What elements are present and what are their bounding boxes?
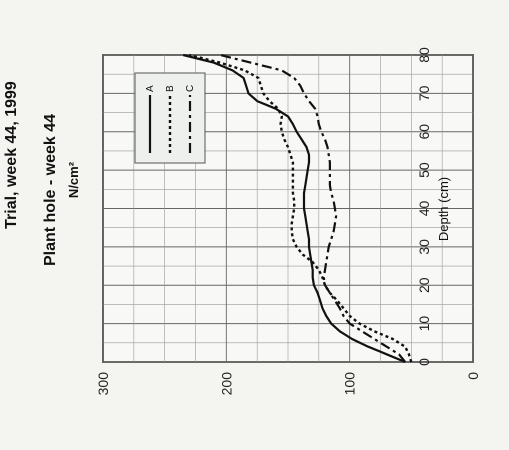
- x-tick-label: 20: [416, 277, 432, 293]
- legend-label-a: A: [145, 85, 156, 92]
- unit-label: N/cm²: [66, 161, 81, 198]
- x-tick-label: 50: [416, 162, 432, 178]
- series-layer: [182, 53, 413, 364]
- header-fragment: Trial, week 44, 1999: [3, 81, 20, 229]
- y-tick-label: 0: [465, 372, 481, 380]
- x-axis-title: Depth (cm): [436, 177, 451, 241]
- legend-box: [134, 72, 206, 164]
- series-line-c: [219, 53, 407, 363]
- series-line-b: [189, 53, 413, 363]
- x-tick-label: 30: [416, 239, 432, 255]
- tick-labels: 0 10 20 30 40 50 60 70 80 0 100 200 300: [95, 47, 481, 395]
- grid-lines: [102, 54, 474, 363]
- y-tick-label: 300: [95, 372, 111, 396]
- rotated-chart-group: 0 10 20 30 40 50 60 70 80 0 100 200 300 Depth (cm) P…: [3, 47, 481, 395]
- legend-label-b: B: [165, 85, 176, 92]
- x-tick-label: 70: [416, 85, 432, 101]
- x-tick-label: 10: [416, 316, 432, 332]
- chart-title: Plant hole - week 44: [42, 114, 59, 266]
- series-line-a: [182, 53, 406, 364]
- x-tick-label: 60: [416, 124, 432, 140]
- legend: A B C: [134, 72, 206, 164]
- y-tick-label: 200: [218, 372, 234, 396]
- y-tick-label: 100: [342, 372, 358, 396]
- x-tick-label: 0: [416, 358, 432, 366]
- x-tick-label: 40: [416, 201, 432, 217]
- legend-label-c: C: [185, 85, 196, 92]
- x-tick-label: 80: [416, 47, 432, 63]
